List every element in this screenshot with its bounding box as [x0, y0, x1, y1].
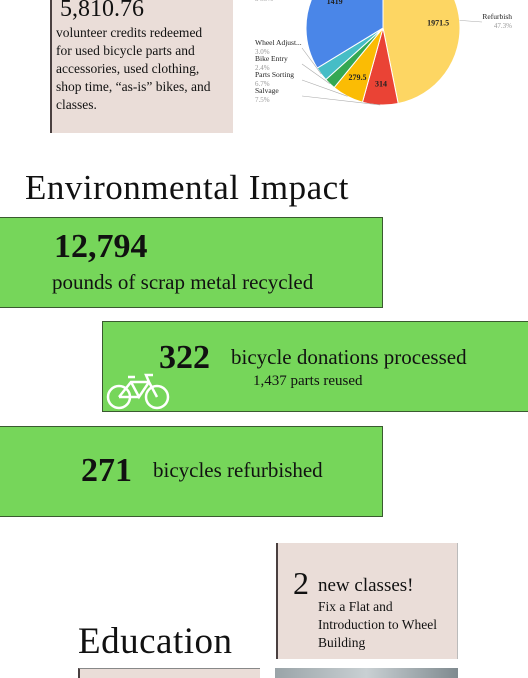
slice-value-label: 1971.5 [427, 19, 449, 28]
pie-slice [382, 0, 461, 105]
section-title: Education [78, 621, 233, 662]
slice-percent: 47.3% [494, 22, 512, 30]
slice-name: Bike Entry [255, 54, 288, 63]
text: bicycles refurbished [153, 458, 323, 482]
slice-name: Wheel Adjust... [255, 38, 302, 47]
line: classes. [56, 97, 97, 112]
credits-text: volunteer credits redeemed for used bicy… [56, 24, 210, 114]
refurbished-box: 271 bicycles refurbished [0, 426, 383, 517]
slice-percent: 7.5% [255, 96, 270, 104]
line: for used bicycle parts and [56, 43, 195, 58]
slice-name: Parts Sorting [255, 70, 294, 79]
slice-value-label: 314 [375, 79, 387, 88]
box [78, 668, 260, 678]
section-title: Environmental Impact [25, 168, 349, 207]
line: volunteer credits redeemed [56, 25, 203, 40]
text: pounds of scrap metal recycled [52, 270, 314, 294]
slice-percent: 6.7% [255, 80, 270, 88]
line: Building [318, 635, 366, 650]
pie-slice [305, 0, 384, 69]
slice-percent: 34.0% [255, 0, 273, 3]
classes-box: 2 new classes! Fix a Flat and Introducti… [276, 543, 458, 659]
line: Fix a Flat and [318, 599, 393, 614]
text: new classes! [318, 575, 414, 596]
scrap-box: 12,794 pounds of scrap metal recycled [0, 217, 383, 308]
donations-box: 322 bicycle donations processed 1,437 pa… [102, 321, 528, 412]
line: accessories, used clothing, [56, 61, 200, 76]
line: Introduction to Wheel [318, 617, 437, 632]
leader-line [301, 95, 381, 106]
slice-value-label: 279.5 [348, 73, 366, 82]
number: 2 [293, 565, 309, 601]
number: 322 [159, 339, 210, 376]
slice-name: Refurbish [482, 12, 512, 21]
bike-icon [106, 373, 170, 410]
number: 271 [81, 452, 132, 489]
detail: Fix a Flat and Introduction to Wheel Bui… [318, 598, 437, 652]
leader-line [301, 63, 331, 84]
slice-percent: 3.0% [255, 48, 270, 56]
number: 12,794 [54, 228, 148, 265]
leader-line [301, 79, 348, 97]
credits-amount: 5,810.76 [60, 0, 144, 22]
leader-line [301, 47, 322, 75]
photo [275, 668, 458, 678]
subtext: 1,437 parts reused [253, 373, 363, 389]
text: bicycle donations processed [231, 345, 467, 369]
slice-name: Salvage [255, 86, 279, 95]
line: shop time, “as-is” bikes, and [56, 79, 211, 94]
slice-percent: 2.4% [255, 64, 270, 72]
credits-box: 5,810.76 volunteer credits redeemed for … [50, 0, 233, 133]
leader-line [459, 20, 483, 23]
slice-value-label: 1419 [327, 0, 343, 6]
